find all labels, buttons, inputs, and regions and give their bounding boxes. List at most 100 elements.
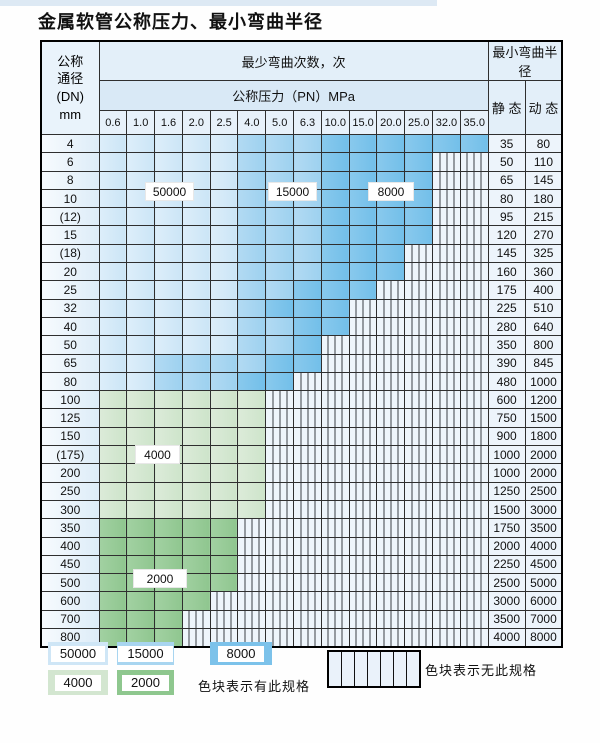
table-row: 40 280 640 xyxy=(40,316,563,337)
dynamic-cell: 110 xyxy=(524,152,563,172)
static-cell: 900 xyxy=(487,426,526,447)
no-spec-cell xyxy=(265,573,295,593)
spec-cell xyxy=(209,280,239,300)
table-row: 400 2000 4000 xyxy=(40,536,563,556)
dn-cell: 100 xyxy=(40,390,100,410)
dynamic-cell: 6000 xyxy=(524,591,563,611)
no-spec-cell xyxy=(320,628,350,648)
spec-cell xyxy=(293,207,322,227)
legend-swatch-4000: 4000 xyxy=(48,670,108,695)
spec-cell xyxy=(98,188,128,209)
no-spec-cell xyxy=(432,298,461,318)
spec-cell xyxy=(320,298,350,318)
spec-cell xyxy=(320,262,350,282)
no-spec-cell xyxy=(404,243,434,264)
spec-cell xyxy=(181,518,211,538)
table-row: 450 2250 4500 xyxy=(40,554,563,575)
no-spec-cell xyxy=(404,609,434,630)
spec-cell xyxy=(293,280,322,300)
header-bend-cycles: 最少弯曲次数，次 xyxy=(98,40,489,81)
no-spec-cell xyxy=(459,188,489,209)
header-min-bend-radius: 最小弯曲半径 xyxy=(487,40,563,81)
no-spec-cell xyxy=(320,335,350,355)
dn-cell: 8 xyxy=(40,170,100,190)
no-spec-cell xyxy=(348,591,378,611)
spec-cell xyxy=(126,408,156,428)
spec-cell xyxy=(209,335,239,355)
page-title: 金属软管公称压力、最小弯曲半径 xyxy=(38,12,323,33)
spec-cell xyxy=(265,133,295,154)
dynamic-cell: 2500 xyxy=(524,481,563,501)
no-spec-cell xyxy=(348,298,378,318)
no-spec-cell xyxy=(320,426,350,447)
no-spec-cell xyxy=(459,152,489,172)
table-row: 125 750 1500 xyxy=(40,408,563,428)
no-spec-cell xyxy=(459,481,489,501)
no-spec-cell xyxy=(459,518,489,538)
no-spec-cell xyxy=(432,390,461,410)
no-spec-cell xyxy=(265,390,295,410)
spec-cell xyxy=(181,481,211,501)
no-spec-cell xyxy=(432,316,461,337)
spec-cell xyxy=(320,316,350,337)
spec-cell xyxy=(237,188,267,209)
no-spec-cell xyxy=(432,536,461,556)
dn-cell: 40 xyxy=(40,316,100,337)
dn-cell: 200 xyxy=(40,463,100,483)
spec-cell xyxy=(98,591,128,611)
no-spec-cell xyxy=(459,591,489,611)
spec-cell xyxy=(237,463,267,483)
dn-cell: 500 xyxy=(40,573,100,593)
spec-cell xyxy=(98,408,128,428)
spec-cell xyxy=(98,536,128,556)
static-cell: 145 xyxy=(487,243,526,264)
no-spec-cell xyxy=(432,353,461,373)
no-spec-cell xyxy=(348,499,378,520)
spec-cell xyxy=(293,335,322,355)
spec-cell xyxy=(209,298,239,318)
no-spec-cell xyxy=(404,554,434,575)
no-spec-cell xyxy=(265,408,295,428)
legend-swatch-8000-label: 8000 xyxy=(217,645,265,662)
no-spec-cell xyxy=(404,573,434,593)
no-spec-cell xyxy=(459,298,489,318)
spec-cell xyxy=(209,353,239,373)
no-spec-cell xyxy=(459,371,489,392)
spec-cell xyxy=(209,518,239,538)
legend-swatch-50000-label: 50000 xyxy=(50,645,106,662)
no-spec-cell xyxy=(293,573,322,593)
spec-cell xyxy=(209,207,239,227)
pressure-tick: 35.0 xyxy=(459,110,489,135)
table-row: 250 1250 2500 xyxy=(40,481,563,501)
spec-cell xyxy=(265,316,295,337)
no-spec-cell xyxy=(293,609,322,630)
spec-cell xyxy=(432,133,461,154)
no-spec-cell xyxy=(459,609,489,630)
table-row: 65 390 845 xyxy=(40,353,563,373)
spec-cell xyxy=(98,133,128,154)
no-spec-cell xyxy=(459,316,489,337)
spec-cell xyxy=(320,225,350,245)
static-cell: 175 xyxy=(487,280,526,300)
header-dn: 公称 通径 (DN) mm xyxy=(40,40,100,135)
spec-cell xyxy=(98,481,128,501)
no-spec-cell xyxy=(376,518,406,538)
no-spec-cell xyxy=(376,463,406,483)
spec-cell xyxy=(293,353,322,373)
header-dynamic: 动 态 xyxy=(524,80,563,135)
table-row: 100 600 1200 xyxy=(40,390,563,410)
spec-cell xyxy=(209,445,239,465)
no-spec-cell xyxy=(404,536,434,556)
spec-cell xyxy=(209,371,239,392)
spec-table: 公称 通径 (DN) mm 最少弯曲次数，次 最小弯曲半径 公称压力（PN）MP… xyxy=(40,40,564,648)
spec-cell xyxy=(154,499,183,520)
dynamic-cell: 400 xyxy=(524,280,563,300)
pressure-tick: 4.0 xyxy=(237,110,267,135)
legend-swatch-2000: 2000 xyxy=(117,670,174,695)
spec-cell xyxy=(320,188,350,209)
static-cell: 2500 xyxy=(487,573,526,593)
no-spec-cell xyxy=(459,225,489,245)
spec-cell xyxy=(154,426,183,447)
no-spec-cell xyxy=(432,609,461,630)
no-spec-cell xyxy=(320,591,350,611)
